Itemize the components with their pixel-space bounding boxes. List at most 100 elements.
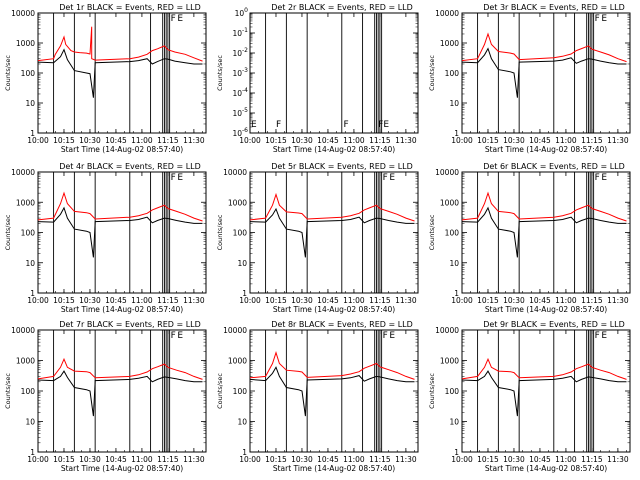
events-series-line [249,366,415,417]
y-axis-label: Counts/sec [216,214,224,250]
x-tick-label: 10:15 [265,455,287,464]
flag-annotation: F [276,120,281,130]
x-tick-label: 11:30 [183,455,205,464]
y-tick-label: 10000 [11,326,35,335]
events-series-line [461,370,627,417]
plot-frame [461,171,631,294]
det3-panel: 10:00 10:15 10:30 10:45 11:00 11:15 11:30 1 10 10… [428,3,631,154]
x-tick-label: 10:30 [503,296,525,305]
x-tick-label: 11:00 [343,136,365,145]
panel-title: Det 4r BLACK = Events, RED = LLD [59,162,201,171]
panel-title: Det 1r BLACK = Events, RED = LLD [59,3,201,12]
y-tick-label: 10 [237,418,247,427]
plot-frame [37,329,207,453]
y-tick-label: 100 [235,7,249,18]
y-tick-label: 10000 [435,9,459,18]
flag-annotation: E [601,173,607,183]
y-tick-label: 10 [25,99,35,108]
flag-annotation: E [389,173,395,183]
x-tick-label: 11:30 [183,296,205,305]
x-axis-label: Start Time (14-Aug-02 08:57:40) [61,305,183,314]
x-tick-label: 11:30 [395,455,417,464]
det1-panel: 10:00 10:15 10:30 10:45 11:00 11:15 11:30 1 10 10… [4,3,207,154]
events-series-line [37,48,203,98]
events-series-line [37,206,203,258]
y-tick-label: 1 [454,448,459,457]
x-tick-label: 10:00 [239,296,261,305]
x-tick-label: 11:00 [343,296,365,305]
y-tick-label: 10000 [11,168,35,177]
y-axis-label: Counts/sec [4,214,12,250]
lld-series-line [37,26,203,62]
y-tick-label: 1000 [440,39,459,48]
x-tick-label: 10:45 [529,455,551,464]
y-tick-label: 10000 [223,168,247,177]
y-axis-label: Counts/sec [216,373,224,409]
x-tick-label: 11:15 [369,455,391,464]
flag-annotation: E [601,331,607,341]
flag-annotation: FE [378,120,389,130]
lld-series-line [37,357,203,380]
y-tick-label: 100 [445,69,460,78]
flag-annotation: F [595,14,600,24]
x-tick-label: 10:15 [265,136,287,145]
x-tick-label: 10:45 [105,296,127,305]
y-tick-exponent: -2 [242,47,248,54]
x-tick-label: 10:45 [529,296,551,305]
plot-frame [461,329,631,453]
plot-frame [37,171,207,294]
y-tick-label: 10000 [435,326,459,335]
flag-annotation: E [177,14,183,24]
y-tick-label: 100 [21,229,36,238]
det2-panel: 10:00 10:15 10:30 10:45 11:00 11:15 11:30 10-6 1… [216,3,419,154]
x-tick-label: 10:45 [317,296,339,305]
panel-title: Det 9r BLACK = Events, RED = LLD [483,320,625,329]
flag-annotation: F [344,120,349,130]
x-axis-label: Start Time (14-Aug-02 08:57:40) [485,305,607,314]
lld-series-line [249,351,415,380]
y-tick-label: 10000 [11,9,35,18]
x-axis-label: Start Time (14-Aug-02 08:57:40) [485,464,607,473]
x-tick-label: 11:15 [157,136,179,145]
x-axis-label: Start Time (14-Aug-02 08:57:40) [273,305,395,314]
x-tick-label: 10:15 [265,296,287,305]
y-tick-exponent: -4 [242,87,248,94]
events-series-line [37,370,203,417]
y-axis-label: Counts/sec [216,55,224,91]
y-tick-label: 10 [237,259,247,268]
det5-panel: 10:00 10:15 10:30 10:45 11:00 11:15 11:30 1 10 10… [216,162,419,314]
flag-annotation: F [171,14,176,24]
x-tick-label: 11:00 [131,136,153,145]
plot-frame [461,12,631,134]
y-tick-label: 10 [449,99,459,108]
flag-annotation: E [251,120,257,130]
y-axis-label: Counts/sec [4,373,12,409]
x-tick-label: 10:15 [477,136,499,145]
x-tick-label: 10:45 [317,136,339,145]
det8-panel: 10:00 10:15 10:30 10:45 11:00 11:15 11:30 1 10 10… [216,320,419,473]
y-tick-label: 1000 [440,198,459,207]
y-tick-exponent: -1 [242,27,248,34]
lld-series-line [461,357,627,380]
x-axis-label: Start Time (14-Aug-02 08:57:40) [485,145,607,154]
x-tick-label: 11:00 [131,455,153,464]
x-axis-label: Start Time (14-Aug-02 08:57:40) [273,145,395,154]
y-tick-label: 1000 [228,198,247,207]
x-tick-label: 10:30 [291,136,313,145]
x-tick-label: 10:00 [27,136,49,145]
y-tick-label: 1000 [228,357,247,366]
y-tick-label: 1 [30,129,35,138]
lld-series-line [461,191,627,222]
x-axis-label: Start Time (14-Aug-02 08:57:40) [61,145,183,154]
y-tick-label: 10-1 [232,27,248,38]
x-tick-label: 10:30 [291,296,313,305]
y-tick-label: 10 [449,259,459,268]
y-tick-label: 1000 [440,357,459,366]
y-tick-label: 10 [25,259,35,268]
x-tick-label: 10:15 [53,455,75,464]
x-tick-label: 11:15 [369,136,391,145]
y-tick-label: 1 [454,289,459,298]
x-tick-label: 10:15 [477,455,499,464]
x-tick-label: 10:45 [529,136,551,145]
panel-title: Det 2r BLACK = Events, RED = LLD [271,3,413,12]
